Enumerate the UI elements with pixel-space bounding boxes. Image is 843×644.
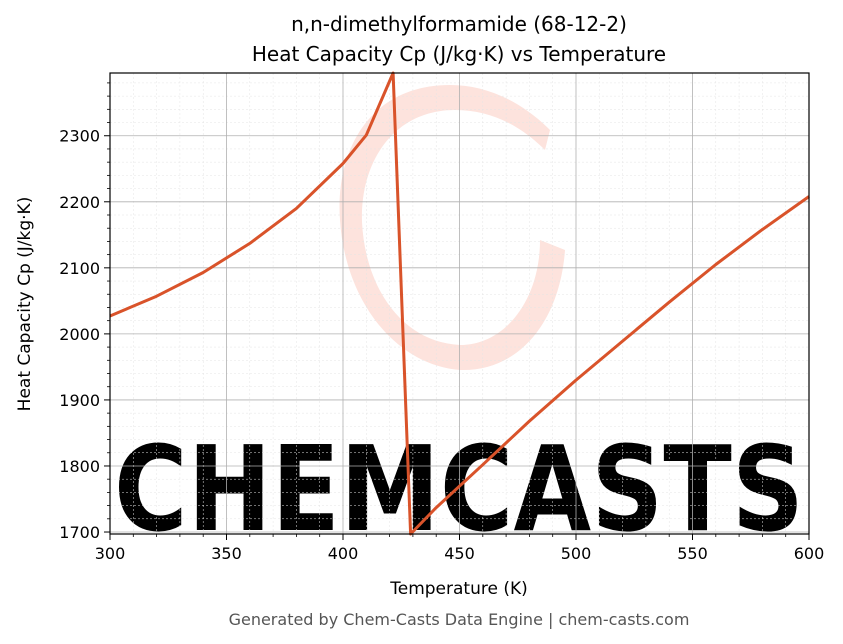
x-tick-label: 600 <box>794 544 825 563</box>
plot-data <box>109 71 810 536</box>
y-tick-label: 1700 <box>59 523 100 542</box>
x-tick-label: 400 <box>328 544 359 563</box>
chart-title: n,n-dimethylformamide (68-12-2) <box>291 12 627 36</box>
x-tick-label: 550 <box>677 544 708 563</box>
y-tick-label: 2200 <box>59 193 100 212</box>
y-tick-label: 1900 <box>59 391 100 410</box>
x-tick-label: 450 <box>444 544 475 563</box>
y-axis-label: Heat Capacity Cp (J/kg·K) <box>15 197 35 412</box>
axis-ticks: 300 350 400 450 500 550 600 1700 1800 1900 2000 210… <box>59 82 825 563</box>
y-tick-label: 1800 <box>59 457 100 476</box>
y-tick-label: 2300 <box>59 127 100 146</box>
x-axis-label: Temperature (K) <box>389 579 528 599</box>
y-tick-label: 2100 <box>59 259 100 278</box>
x-tick-label: 350 <box>211 544 242 563</box>
footer-credit: Generated by Chem-Casts Data Engine | ch… <box>229 610 690 629</box>
x-tick-label: 500 <box>561 544 592 563</box>
watermark-swirl <box>339 85 565 371</box>
x-tick-label: 300 <box>95 544 126 563</box>
chart-subtitle: Heat Capacity Cp (J/kg·K) vs Temperature <box>252 42 666 66</box>
series-line-0 <box>109 71 810 536</box>
y-tick-label: 2000 <box>59 325 100 344</box>
